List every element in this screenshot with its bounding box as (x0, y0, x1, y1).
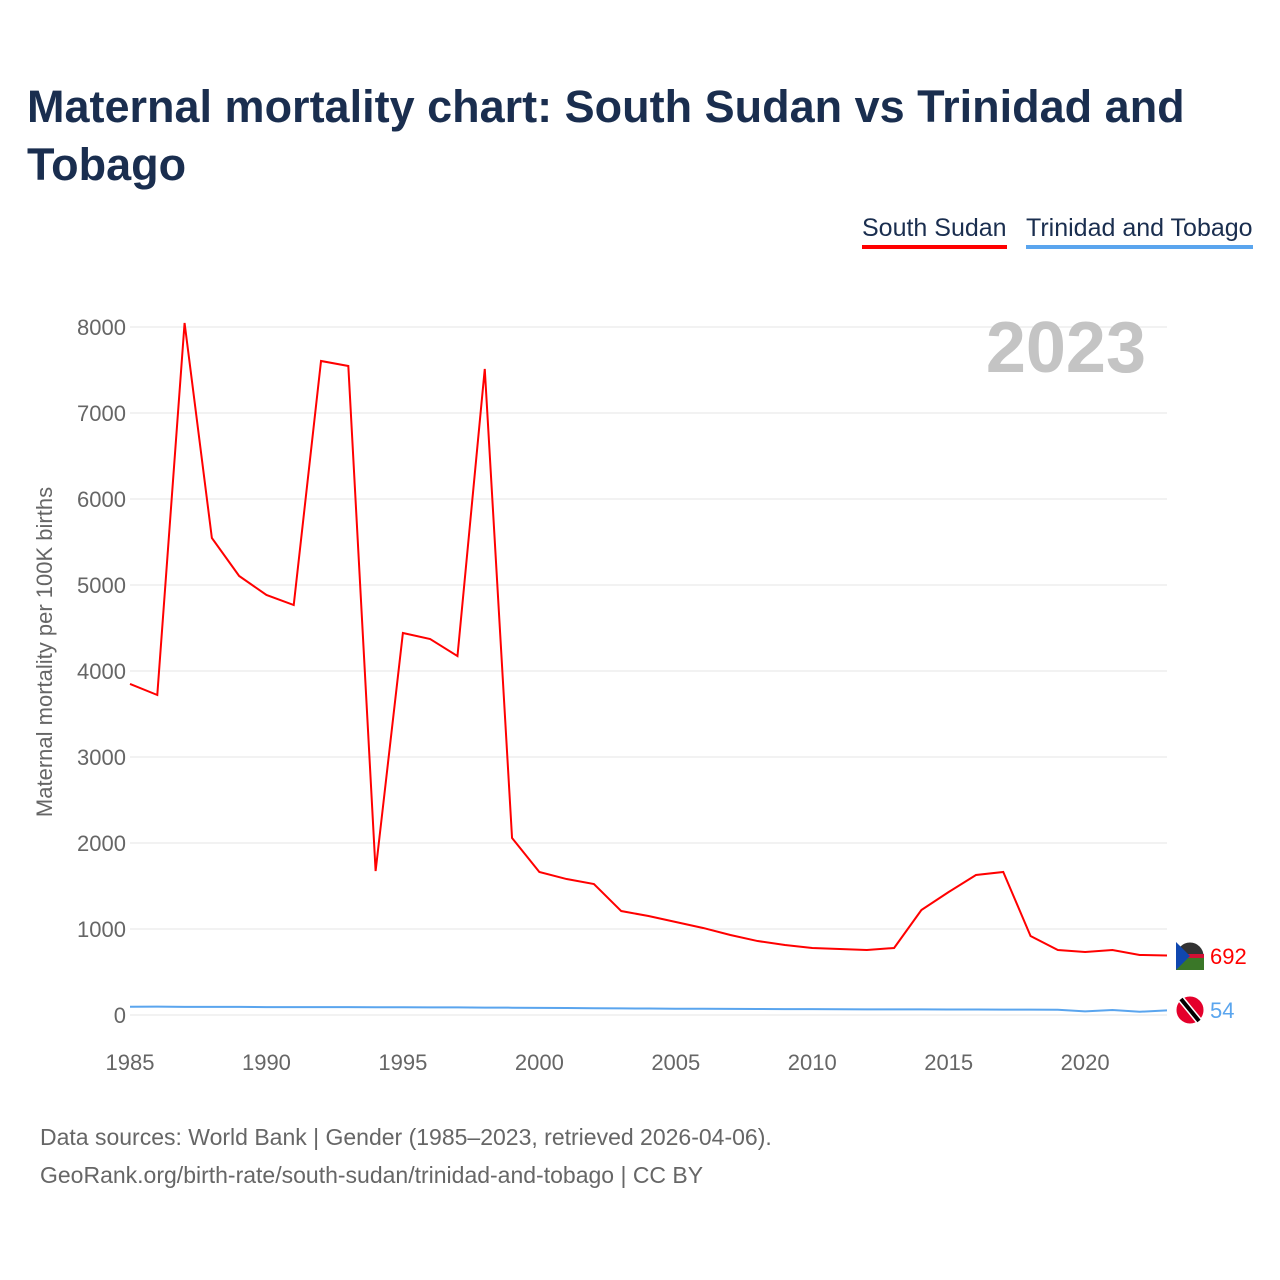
end-value-label: 692 (1210, 944, 1247, 969)
y-tick-label: 4000 (77, 659, 126, 684)
chart-title: Maternal mortality chart: South Sudan vs… (27, 81, 1185, 190)
x-tick-label: 1995 (378, 1050, 427, 1075)
y-tick-label: 5000 (77, 573, 126, 598)
footer: Data sources: World Bank | Gender (1985–… (40, 1118, 772, 1194)
x-tick-label: 1985 (106, 1050, 155, 1075)
y-tick-label: 0 (114, 1003, 126, 1028)
x-tick-label: 2000 (515, 1050, 564, 1075)
y-tick-label: 1000 (77, 917, 126, 942)
source-note: Data sources: World Bank | Gender (1985–… (40, 1124, 772, 1150)
x-tick-label: 2005 (651, 1050, 700, 1075)
end-value-label: 54 (1210, 998, 1234, 1023)
flag-stripe (1179, 997, 1201, 1023)
legend-south-sudan[interactable]: South Sudan (862, 214, 1007, 249)
series-line-south-sudan (129, 322, 1168, 957)
y-tick-label: 7000 (77, 401, 126, 426)
x-tick-label: 2010 (788, 1050, 837, 1075)
year-label: 2023 (986, 308, 1146, 388)
x-tick-label: 2015 (924, 1050, 973, 1075)
source-link[interactable]: GeoRank.org/birth-rate/south-sudan/trini… (40, 1162, 704, 1188)
series-line-trinidad-and-tobago (129, 1005, 1168, 1013)
y-tick-label: 8000 (77, 315, 126, 340)
x-tick-label: 2020 (1061, 1050, 1110, 1075)
flag-triangle (1176, 942, 1190, 970)
y-tick-label: 3000 (77, 745, 126, 770)
legend-trinidad-and-tobago[interactable]: Trinidad and Tobago (1026, 214, 1253, 249)
y-tick-label: 2000 (77, 831, 126, 856)
y-axis-label: Maternal mortality per 100K births (32, 487, 57, 817)
y-tick-label: 6000 (77, 487, 126, 512)
x-tick-label: 1990 (242, 1050, 291, 1075)
